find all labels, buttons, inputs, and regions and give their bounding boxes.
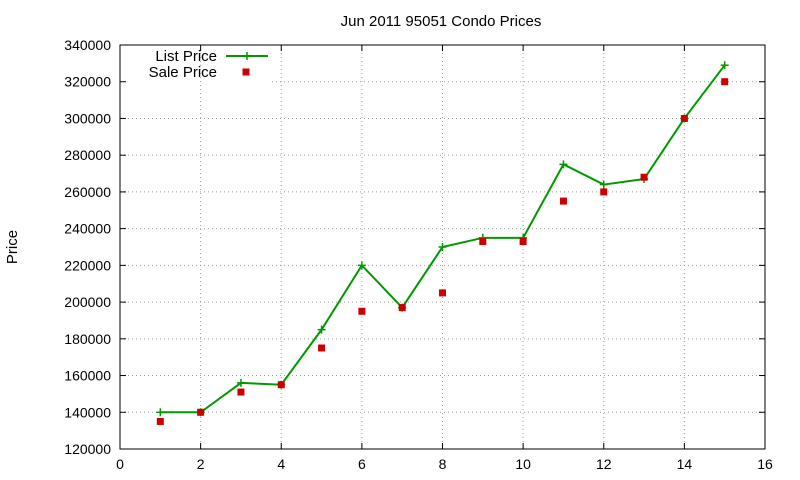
x-tick-label: 2 (197, 456, 205, 472)
sale-price-point (680, 114, 688, 122)
x-tick-label: 0 (116, 456, 124, 472)
sale-price-point (237, 388, 245, 396)
sale-price-point (479, 237, 487, 245)
sale-price-point (398, 304, 406, 312)
sale-price-point (439, 289, 446, 297)
y-tick-label: 180000 (64, 331, 111, 347)
y-tick-label: 140000 (64, 404, 111, 420)
legend-label-list-price: List Price (155, 48, 217, 65)
legend-marker-list-price (243, 52, 251, 60)
legend-marker-sale-price (242, 68, 250, 76)
sale-price-point (197, 408, 205, 416)
list-price-point (599, 180, 608, 189)
y-axis-label: Price (4, 230, 21, 264)
sale-price-point (519, 237, 527, 245)
axis-ticks: 0 2 4 6 8 10 12 14 16 120000 140000 160000 180000 200… (64, 37, 773, 472)
sale-price-point (358, 307, 366, 315)
y-tick-label: 160000 (64, 368, 111, 384)
y-tick-label: 320000 (64, 74, 111, 90)
y-tick-label: 280000 (64, 147, 111, 163)
y-tick-label: 240000 (64, 221, 111, 237)
x-tick-label: 8 (439, 456, 447, 472)
y-tick-label: 120000 (64, 441, 111, 457)
y-tick-label: 300000 (64, 110, 111, 126)
x-tick-label: 16 (757, 456, 773, 472)
x-tick-label: 14 (677, 456, 693, 472)
y-tick-label: 340000 (64, 37, 111, 53)
list-price-point (559, 160, 568, 169)
sale-price-point (721, 78, 729, 86)
x-tick-label: 12 (596, 456, 612, 472)
y-tick-label: 200000 (64, 294, 111, 310)
legend: List Price Sale Price (149, 48, 268, 81)
x-tick-label: 6 (358, 456, 366, 472)
sale-price-point (277, 381, 285, 389)
x-tick-label: 4 (277, 456, 285, 472)
data-series (156, 61, 729, 425)
list-price-point (317, 325, 326, 334)
sale-price-point (600, 188, 608, 196)
list-price-point (720, 61, 729, 70)
y-tick-label: 220000 (64, 257, 111, 273)
sale-price-point (318, 344, 326, 352)
chart-title: Jun 2011 95051 Condo Prices (341, 13, 542, 30)
list-price-point (357, 261, 366, 270)
legend-label-sale-price: Sale Price (149, 64, 217, 81)
y-tick-label: 260000 (64, 184, 111, 200)
list-price-point (236, 378, 245, 387)
list-price-point (156, 408, 165, 417)
sale-price-point (559, 197, 567, 205)
list-price-point (438, 243, 447, 251)
x-tick-label: 10 (515, 456, 531, 472)
sale-price-point (156, 417, 164, 425)
sale-price-point (640, 173, 648, 181)
